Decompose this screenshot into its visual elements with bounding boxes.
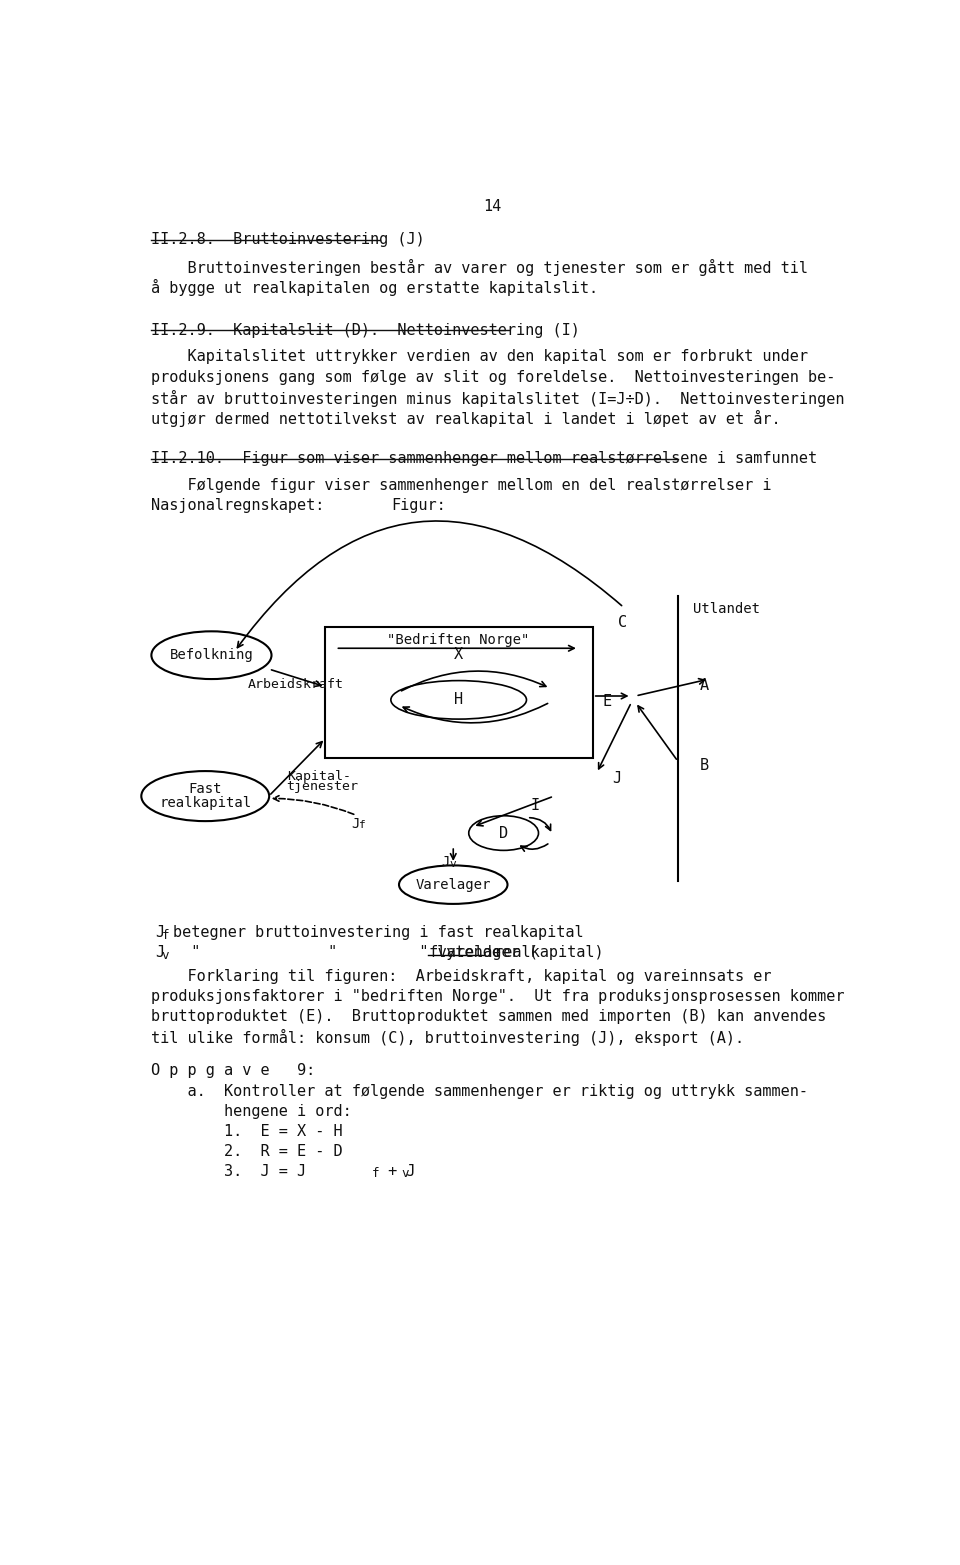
Text: f: f (162, 928, 169, 942)
Text: til ulike formål: konsum (C), bruttoinvestering (J), eksport (A).: til ulike formål: konsum (C), bruttoinve… (151, 1028, 744, 1045)
Text: står av bruttoinvesteringen minus kapitalslitet (I=J÷D).  Nettoinvesteringen: står av bruttoinvesteringen minus kapita… (151, 390, 845, 407)
Text: B: B (700, 757, 708, 773)
Text: realkapital: realkapital (159, 797, 252, 811)
Text: II.2.10.  Figur som viser sammenhenger mellom realstørrelsene i samfunnet: II.2.10. Figur som viser sammenhenger me… (151, 451, 817, 466)
Text: D: D (499, 826, 508, 840)
Text: Nasjonalregnskapet:: Nasjonalregnskapet: (151, 498, 324, 513)
Bar (325, 626, 592, 757)
Text: "              "         " varelager (: " " " varelager ( (173, 945, 538, 961)
Text: f: f (359, 820, 366, 829)
Text: tjenester: tjenester (287, 779, 359, 793)
Text: betegner bruttoinvestering i fast realkapital: betegner bruttoinvestering i fast realka… (173, 925, 584, 941)
Text: produksjonens gang som følge av slit og foreldelse.  Nettoinvesteringen be-: produksjonens gang som følge av slit og … (151, 369, 835, 385)
Text: Varelager: Varelager (416, 878, 491, 892)
Text: II.2.9.  Kapitalslit (D).  Nettoinvestering (I): II.2.9. Kapitalslit (D). Nettoinvesterin… (151, 322, 580, 338)
Text: I: I (531, 798, 540, 812)
Text: J: J (155, 945, 164, 961)
Text: Figur:: Figur: (392, 498, 446, 513)
Text: X: X (454, 646, 464, 662)
Text: Forklaring til figuren:  Arbeidskraft, kapital og vareinnsats er: Forklaring til figuren: Arbeidskraft, ka… (151, 969, 772, 983)
Text: produksjonsfaktorer i "bedriften Norge".  Ut fra produksjonsprosessen kommer: produksjonsfaktorer i "bedriften Norge".… (151, 989, 845, 1003)
Text: bruttoproduktet (E).  Bruttoproduktet sammen med importen (B) kan anvendes: bruttoproduktet (E). Bruttoproduktet sam… (151, 1008, 827, 1024)
Text: utgjør dermed nettotilvekst av realkapital i landet i løpet av et år.: utgjør dermed nettotilvekst av realkapit… (151, 410, 780, 427)
Text: J: J (351, 817, 359, 831)
Text: f: f (372, 1167, 379, 1180)
Text: realkapital): realkapital) (485, 945, 604, 961)
Text: flytende: flytende (428, 945, 501, 961)
Text: Bruttoinvesteringen består av varer og tjenester som er gått med til: Bruttoinvesteringen består av varer og t… (151, 260, 808, 277)
Text: J: J (442, 856, 450, 870)
Text: 14: 14 (483, 199, 501, 214)
Text: 2.  R = E - D: 2. R = E - D (151, 1144, 343, 1160)
Text: C: C (618, 615, 628, 631)
Text: 3.  J = J: 3. J = J (151, 1164, 306, 1178)
Text: J: J (155, 925, 164, 941)
Text: Befolkning: Befolkning (170, 648, 253, 662)
Text: J: J (612, 772, 621, 787)
Text: 1.  E = X - H: 1. E = X - H (151, 1124, 343, 1139)
Text: v: v (449, 859, 456, 869)
Text: a.  Kontroller at følgende sammenhenger er riktig og uttrykk sammen-: a. Kontroller at følgende sammenhenger e… (151, 1085, 808, 1099)
Text: v: v (401, 1167, 409, 1180)
Text: "Bedriften Norge": "Bedriften Norge" (388, 632, 530, 646)
Text: + J: + J (379, 1164, 416, 1178)
Text: E: E (603, 695, 612, 709)
Text: II.2.8.  Bruttoinvestering (J): II.2.8. Bruttoinvestering (J) (151, 233, 424, 247)
Text: å bygge ut realkapitalen og erstatte kapitalslit.: å bygge ut realkapitalen og erstatte kap… (151, 280, 598, 296)
Text: Kapital-: Kapital- (287, 770, 350, 782)
Text: Utlandet: Utlandet (693, 603, 760, 617)
Text: Arbeidskraft: Arbeidskraft (248, 678, 344, 692)
Text: O p p g a v e   9:: O p p g a v e 9: (151, 1063, 315, 1078)
Text: hengene i ord:: hengene i ord: (151, 1103, 351, 1119)
Text: Kapitalslitet uttrykker verdien av den kapital som er forbrukt under: Kapitalslitet uttrykker verdien av den k… (151, 349, 808, 365)
Text: v: v (162, 948, 169, 961)
Text: H: H (454, 692, 464, 707)
Text: Følgende figur viser sammenhenger mellom en del realstørrelser i: Følgende figur viser sammenhenger mellom… (151, 477, 772, 493)
Text: Fast: Fast (188, 782, 222, 797)
Text: A: A (700, 678, 708, 693)
